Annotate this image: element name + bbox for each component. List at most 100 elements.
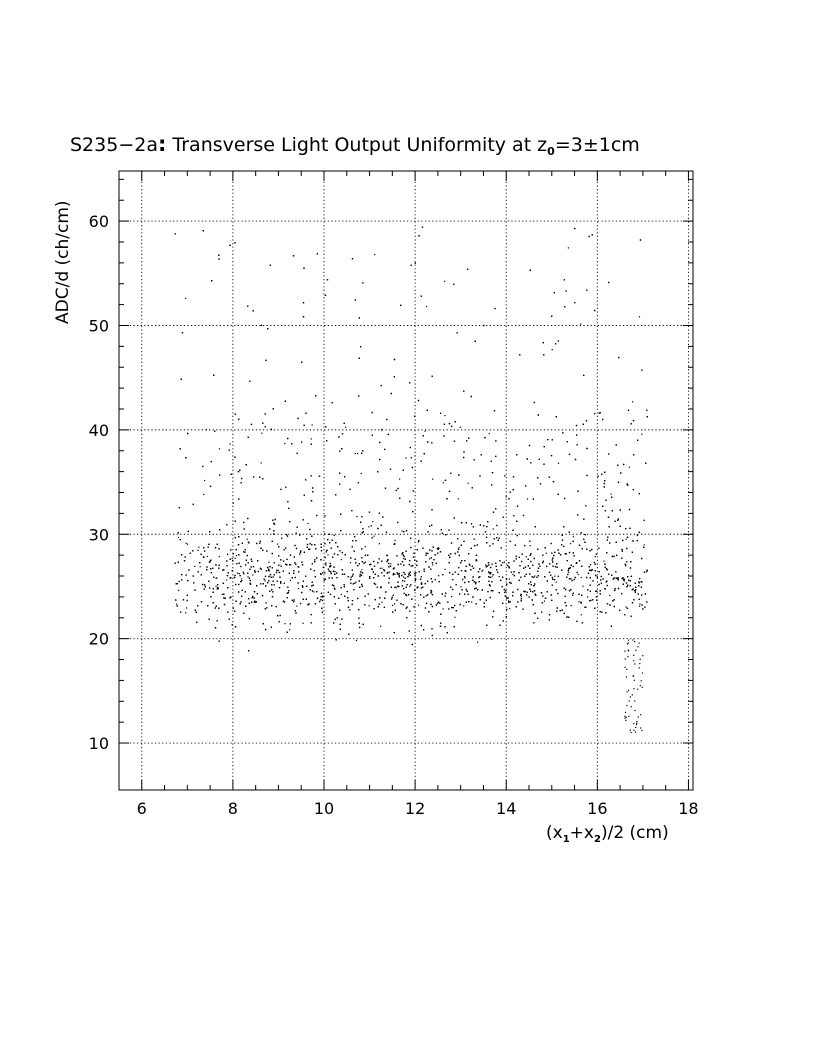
data-point [369, 577, 371, 579]
data-point [477, 571, 480, 573]
data-point [288, 572, 290, 574]
data-point [351, 546, 353, 548]
data-point [507, 597, 509, 599]
data-point [316, 514, 318, 517]
data-point [311, 563, 313, 565]
data-point [210, 568, 212, 570]
data-point [501, 562, 504, 564]
data-point [431, 509, 433, 511]
data-point [216, 577, 218, 579]
data-point [233, 576, 236, 579]
data-point [584, 534, 586, 536]
data-point [537, 617, 539, 619]
data-point [267, 566, 269, 569]
data-point [493, 410, 496, 412]
data-point [200, 574, 202, 576]
data-point [505, 496, 507, 498]
data-point [286, 564, 288, 566]
data-point [585, 606, 587, 608]
data-point [229, 443, 231, 445]
data-point [492, 590, 494, 592]
data-point [286, 534, 288, 536]
data-point [488, 571, 490, 573]
data-point [238, 591, 240, 593]
data-point [209, 587, 211, 589]
data-point [238, 573, 240, 575]
data-point [213, 374, 215, 376]
data-point [215, 577, 217, 579]
data-point [495, 565, 497, 567]
data-point [454, 571, 456, 573]
data-point [306, 543, 309, 546]
data-point [378, 512, 380, 514]
data-point [339, 623, 341, 625]
data-point [604, 480, 606, 482]
data-point [328, 533, 330, 535]
data-point [584, 541, 586, 543]
data-point [522, 608, 524, 610]
data-point [327, 568, 329, 570]
data-point [336, 572, 338, 574]
data-point [313, 570, 315, 572]
data-point [567, 573, 569, 576]
data-point [333, 622, 335, 624]
data-point [537, 548, 539, 550]
data-point [236, 572, 239, 574]
data-point [534, 593, 536, 595]
data-point [621, 548, 623, 551]
data-point [604, 471, 606, 473]
data-point [596, 590, 598, 592]
data-point [533, 622, 535, 624]
data-point [485, 564, 487, 566]
data-point [386, 572, 389, 574]
data-point [214, 430, 216, 432]
data-point [325, 551, 327, 553]
data-point [207, 605, 209, 607]
data-point [405, 607, 407, 609]
data-point [543, 446, 545, 448]
data-point [431, 628, 433, 630]
data-point [313, 591, 315, 593]
data-point [605, 612, 607, 614]
data-point [529, 545, 531, 547]
data-point [216, 543, 218, 545]
data-point [359, 575, 361, 577]
data-point [185, 542, 187, 544]
data-point [385, 591, 387, 593]
data-point [394, 609, 396, 611]
data-point [335, 494, 337, 496]
data-point [248, 650, 250, 652]
data-point [284, 623, 286, 625]
data-point [460, 570, 463, 572]
data-point [297, 417, 299, 420]
data-point [251, 597, 253, 599]
data-point [439, 602, 441, 604]
data-point [420, 583, 423, 585]
data-point [581, 622, 583, 624]
data-point [606, 539, 608, 541]
data-point [392, 574, 394, 576]
data-point [484, 437, 486, 439]
data-point [218, 564, 220, 566]
data-point [487, 562, 490, 564]
data-point [324, 578, 326, 580]
data-point [516, 505, 519, 507]
data-point [315, 548, 317, 550]
data-point [475, 603, 477, 605]
data-point [178, 589, 180, 591]
data-point [406, 584, 408, 586]
data-point [474, 545, 476, 547]
data-point [568, 531, 570, 533]
data-point [488, 433, 490, 435]
data-point [502, 620, 504, 622]
data-point [445, 534, 447, 536]
data-point [245, 464, 247, 466]
data-point [438, 575, 440, 577]
data-point [525, 556, 527, 558]
data-point [526, 594, 528, 596]
data-point [368, 605, 370, 607]
data-point [204, 586, 206, 588]
data-point [255, 601, 257, 603]
data-point [212, 591, 214, 593]
data-point [394, 586, 396, 588]
